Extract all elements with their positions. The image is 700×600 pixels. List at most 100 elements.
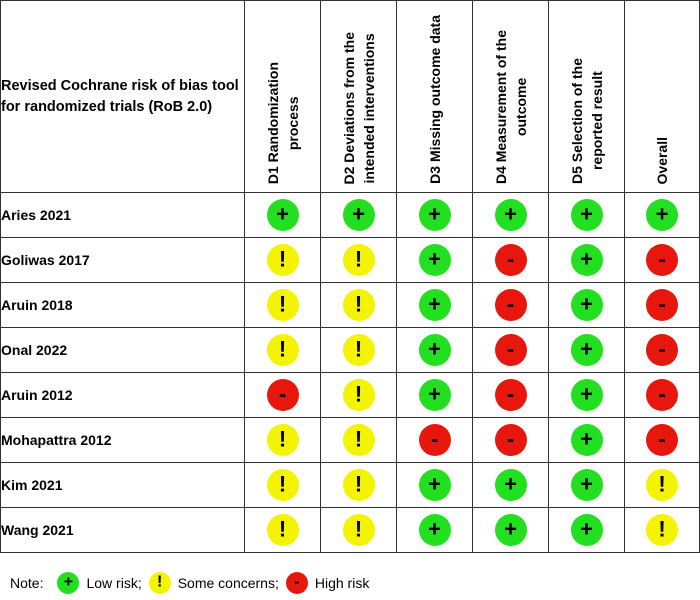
some-concerns-icon: ! <box>266 244 299 276</box>
study-name: Goliwas 2017 <box>0 237 245 283</box>
some-concerns-icon: ! <box>342 244 375 276</box>
table-row: Wang 2021!! + + +! <box>0 507 700 553</box>
some-concerns-icon: ! <box>266 334 299 366</box>
study-name: Onal 2022 <box>0 327 245 373</box>
judgement-cell: + <box>548 327 625 373</box>
domain-header-d2: D2 Deviations from the intended interven… <box>320 0 397 193</box>
high-risk-icon: - <box>646 424 678 456</box>
table-title: Revised Cochrane risk of bias tool for r… <box>0 0 245 193</box>
judgement-cell: + <box>548 417 625 463</box>
domain-label-line2: process <box>284 96 301 150</box>
table-row: Kim 2021!! + + +! <box>0 462 700 508</box>
low-risk-icon: + <box>570 334 603 366</box>
some-concerns-icon: ! <box>342 424 375 456</box>
high-risk-icon: - <box>418 424 451 456</box>
judgement-cell: ! <box>244 417 321 463</box>
judgement-cell: ! <box>244 462 321 508</box>
study-rows: Aries 2021 + + + + + + Goliwas 2017!! + - + - Aruin … <box>0 192 700 553</box>
judgement-cell: - <box>472 327 549 373</box>
low-risk-icon: + <box>494 199 527 231</box>
domain-header-d4: D4 Measurement of the outcome <box>472 0 549 193</box>
study-name: Kim 2021 <box>0 462 245 508</box>
judgement-cell: + <box>548 507 625 553</box>
study-name: Aruin 2012 <box>0 372 245 418</box>
study-name: Aruin 2018 <box>0 282 245 328</box>
judgement-cell: + <box>548 237 625 283</box>
some-concerns-icon: ! <box>342 379 375 411</box>
some-concerns-icon: ! <box>342 469 375 501</box>
domain-label-line1: Overall <box>654 136 670 184</box>
judgement-cell: + <box>396 507 473 553</box>
domain-label-line1: D2 Deviations from the <box>340 31 357 184</box>
judgement-cell: - <box>472 417 549 463</box>
judgement-cell: ! <box>244 282 321 328</box>
high-risk-icon: - <box>285 572 308 594</box>
high-risk-icon: - <box>494 244 527 276</box>
domain-label-line2: outcome <box>512 77 529 137</box>
high-risk-icon: - <box>494 379 527 411</box>
domain-header-d5: D5 Selection of the reported result <box>548 0 625 193</box>
study-name: Wang 2021 <box>0 507 245 553</box>
domain-header-d3: D3 Missing outcome data <box>396 0 473 193</box>
low-risk-icon: + <box>266 199 299 231</box>
judgement-cell: + <box>396 192 473 238</box>
judgement-cell: + <box>472 192 549 238</box>
judgement-cell: - <box>244 372 321 418</box>
header-row: Revised Cochrane risk of bias tool for r… <box>0 0 700 193</box>
legend-some-label: Some concerns; <box>177 575 279 591</box>
low-risk-icon: + <box>418 514 451 546</box>
some-concerns-icon: ! <box>646 469 678 501</box>
judgement-cell: + <box>624 192 700 238</box>
judgement-cell: + <box>472 507 549 553</box>
high-risk-icon: - <box>494 289 527 321</box>
judgement-cell: ! <box>320 507 397 553</box>
judgement-cell: + <box>548 192 625 238</box>
low-risk-icon: + <box>418 244 451 276</box>
some-concerns-icon: ! <box>342 514 375 546</box>
judgement-cell: ! <box>320 282 397 328</box>
judgement-cell: + <box>548 462 625 508</box>
legend-low-label: Low risk; <box>86 575 142 591</box>
low-risk-icon: + <box>418 289 451 321</box>
judgement-cell: - <box>396 417 473 463</box>
high-risk-icon: - <box>494 334 527 366</box>
judgement-cell: - <box>624 237 700 283</box>
judgement-cell: ! <box>320 237 397 283</box>
judgement-cell: - <box>624 282 700 328</box>
judgement-cell: ! <box>320 417 397 463</box>
low-risk-icon: + <box>418 199 451 231</box>
low-risk-icon: + <box>57 572 80 594</box>
some-concerns-icon: ! <box>266 424 299 456</box>
some-concerns-icon: ! <box>266 289 299 321</box>
low-risk-icon: + <box>418 469 451 501</box>
judgement-cell: ! <box>320 462 397 508</box>
judgement-cell: ! <box>624 462 700 508</box>
high-risk-icon: - <box>646 379 678 411</box>
high-risk-icon: - <box>646 289 678 321</box>
table-row: Aruin 2012-! + - + - <box>0 372 700 418</box>
judgement-cell: + <box>396 327 473 373</box>
some-concerns-icon: ! <box>266 514 299 546</box>
some-concerns-icon: ! <box>266 469 299 501</box>
high-risk-icon: - <box>494 424 527 456</box>
judgement-cell: + <box>472 462 549 508</box>
low-risk-icon: + <box>570 469 603 501</box>
judgement-cell: + <box>396 282 473 328</box>
some-concerns-icon: ! <box>342 334 375 366</box>
judgement-cell: - <box>624 327 700 373</box>
high-risk-icon: - <box>646 334 678 366</box>
judgement-cell: - <box>472 237 549 283</box>
domain-header-d1: D1 Randomization process <box>244 0 321 193</box>
domain-label-line2: intended interventions <box>360 32 377 183</box>
judgement-cell: + <box>548 372 625 418</box>
judgement-cell: + <box>548 282 625 328</box>
domain-label-line1: D5 Selection of the <box>568 57 585 184</box>
judgement-cell: + <box>396 372 473 418</box>
high-risk-icon: - <box>646 244 678 276</box>
low-risk-icon: + <box>570 424 603 456</box>
judgement-cell: + <box>396 237 473 283</box>
judgement-cell: ! <box>244 237 321 283</box>
domain-label-line2: reported result <box>588 71 605 171</box>
low-risk-icon: + <box>342 199 375 231</box>
table-row: Goliwas 2017!! + - + - <box>0 237 700 283</box>
